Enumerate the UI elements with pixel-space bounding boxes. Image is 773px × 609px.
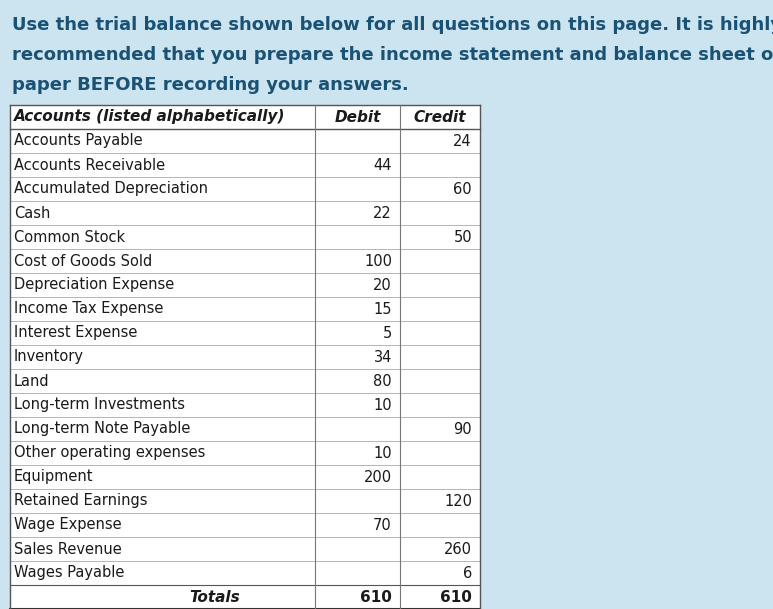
Text: 34: 34 — [373, 350, 392, 365]
Text: 15: 15 — [373, 301, 392, 317]
Text: Common Stock: Common Stock — [14, 230, 125, 244]
Text: 22: 22 — [373, 205, 392, 220]
Text: Long-term Note Payable: Long-term Note Payable — [14, 421, 190, 437]
Text: 10: 10 — [373, 398, 392, 412]
Text: 260: 260 — [444, 541, 472, 557]
Text: 5: 5 — [383, 325, 392, 340]
Text: Income Tax Expense: Income Tax Expense — [14, 301, 163, 317]
Text: 70: 70 — [373, 518, 392, 532]
Text: Use the trial balance shown below for all questions on this page. It is highly: Use the trial balance shown below for al… — [12, 16, 773, 34]
Text: Inventory: Inventory — [14, 350, 84, 365]
Text: Retained Earnings: Retained Earnings — [14, 493, 148, 509]
Text: Interest Expense: Interest Expense — [14, 325, 138, 340]
Text: 80: 80 — [373, 373, 392, 389]
Text: 90: 90 — [454, 421, 472, 437]
Text: Long-term Investments: Long-term Investments — [14, 398, 185, 412]
Text: 10: 10 — [373, 446, 392, 460]
Text: recommended that you prepare the income statement and balance sheet on scratch: recommended that you prepare the income … — [12, 46, 773, 64]
Text: Cost of Goods Sold: Cost of Goods Sold — [14, 253, 152, 269]
Text: Equipment: Equipment — [14, 470, 94, 485]
Text: Accounts (listed alphabetically): Accounts (listed alphabetically) — [14, 110, 285, 124]
Text: 610: 610 — [440, 590, 472, 605]
Text: Land: Land — [14, 373, 49, 389]
Text: 60: 60 — [454, 181, 472, 197]
Text: 20: 20 — [373, 278, 392, 292]
Text: Credit: Credit — [414, 110, 466, 124]
Text: 6: 6 — [463, 566, 472, 580]
Text: Totals: Totals — [189, 590, 240, 605]
Text: Wage Expense: Wage Expense — [14, 518, 121, 532]
Text: 24: 24 — [454, 133, 472, 149]
Text: 610: 610 — [360, 590, 392, 605]
Text: Sales Revenue: Sales Revenue — [14, 541, 122, 557]
Text: Accounts Receivable: Accounts Receivable — [14, 158, 165, 172]
Text: 44: 44 — [373, 158, 392, 172]
Text: Accumulated Depreciation: Accumulated Depreciation — [14, 181, 208, 197]
Text: Other operating expenses: Other operating expenses — [14, 446, 206, 460]
Text: paper BEFORE recording your answers.: paper BEFORE recording your answers. — [12, 76, 409, 94]
Text: Accounts Payable: Accounts Payable — [14, 133, 143, 149]
Text: 50: 50 — [454, 230, 472, 244]
Text: 120: 120 — [444, 493, 472, 509]
Text: Wages Payable: Wages Payable — [14, 566, 124, 580]
Text: 200: 200 — [364, 470, 392, 485]
Text: Cash: Cash — [14, 205, 50, 220]
Text: Debit: Debit — [334, 110, 380, 124]
Bar — [10, 105, 480, 609]
Text: 100: 100 — [364, 253, 392, 269]
Text: Depreciation Expense: Depreciation Expense — [14, 278, 174, 292]
